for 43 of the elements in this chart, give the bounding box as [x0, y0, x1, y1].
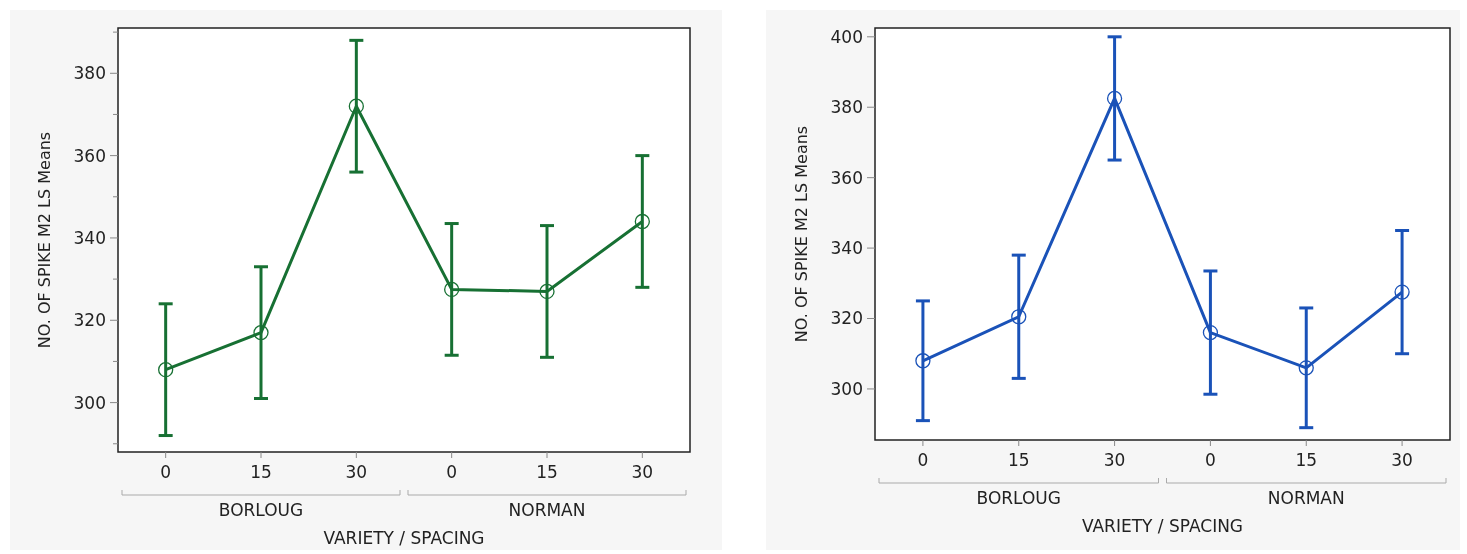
y-tick-label: 380 — [73, 63, 106, 84]
x-tick-label: 0 — [446, 462, 458, 482]
x-tick-label: 15 — [536, 462, 558, 482]
y-tick-label: 300 — [830, 378, 863, 399]
text: BORLOUG — [976, 488, 1061, 508]
text: BORLOUG — [218, 500, 304, 520]
y-tick-label: 340 — [830, 238, 863, 259]
x-tick-label: 30 — [1103, 450, 1126, 470]
x-tick-label: 0 — [160, 462, 172, 482]
x-tick-label: 15 — [1295, 450, 1318, 470]
x-tick-label: 15 — [1007, 450, 1030, 470]
point — [634, 213, 650, 230]
point — [1011, 309, 1027, 325]
y-tick-label: 400 — [830, 26, 863, 47]
x-tick-label: 30 — [631, 462, 654, 482]
y-tick-label: 300 — [73, 392, 106, 413]
y-axis-title: NO. OF SPIKE M2 LS Means — [792, 125, 811, 343]
y-tick-label: 320 — [830, 308, 863, 329]
point — [539, 283, 555, 300]
point — [444, 281, 460, 298]
x-tick-label: 30 — [345, 462, 368, 482]
point — [1106, 90, 1123, 107]
y-tick-label: 380 — [830, 97, 863, 118]
y-tick-label: 360 — [73, 145, 106, 166]
text: NORMAN — [508, 500, 586, 520]
y-axis-title: NO. OF SPIKE M2 LS Means — [35, 131, 54, 349]
point — [1394, 284, 1410, 300]
point — [915, 353, 931, 369]
y-tick-label: 320 — [73, 310, 106, 331]
point — [1202, 324, 1219, 341]
y-tick-label: 340 — [73, 227, 106, 248]
x-axis-title: VARIETY / SPACING — [1081, 516, 1244, 536]
point — [348, 98, 364, 114]
x-tick-label: 30 — [1391, 450, 1413, 470]
x-tick-label: 0 — [1205, 450, 1216, 470]
text: NORMAN — [1267, 488, 1345, 508]
point — [1298, 360, 1314, 376]
point — [158, 362, 174, 378]
x-tick-label: 0 — [917, 450, 929, 470]
point — [253, 324, 269, 341]
x-axis-title: VARIETY / SPACING — [323, 528, 485, 548]
x-tick-label: 15 — [250, 462, 272, 482]
y-tick-label: 360 — [830, 167, 863, 188]
